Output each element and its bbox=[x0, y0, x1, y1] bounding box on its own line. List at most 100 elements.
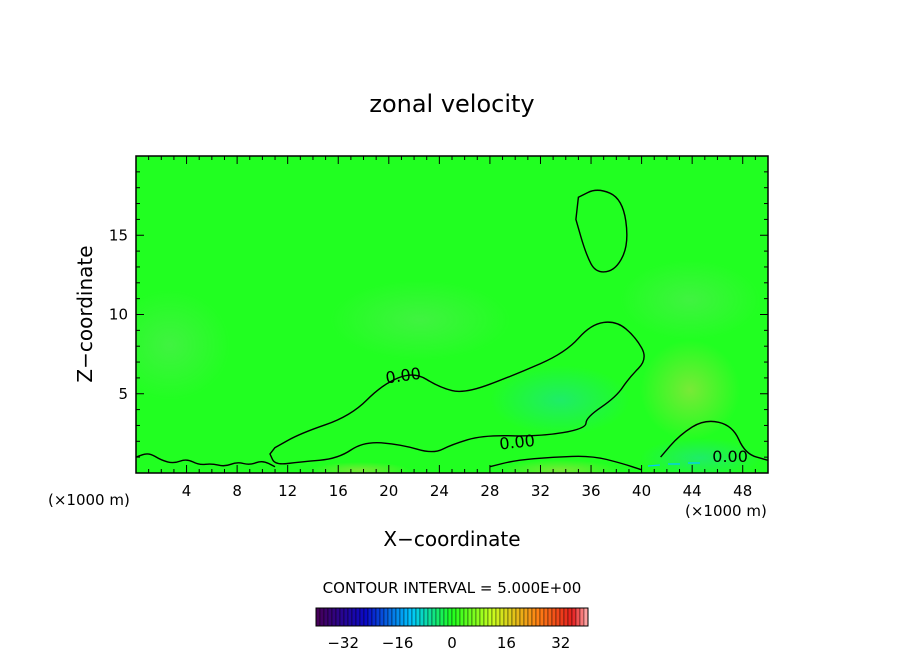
contour-label: 0.00 bbox=[384, 364, 422, 388]
colorbar-swatch bbox=[527, 607, 533, 627]
colorbar-tick-label: 32 bbox=[551, 634, 570, 652]
colorbar-swatch bbox=[515, 607, 521, 627]
field-shade bbox=[136, 290, 230, 400]
colorbar-swatch bbox=[419, 607, 425, 627]
colorbar-swatch bbox=[475, 607, 481, 627]
x-tick-label: 20 bbox=[379, 482, 398, 500]
plot-area: 0.00 0.00 0.00 bbox=[136, 156, 768, 473]
y-tick-label: 10 bbox=[109, 306, 128, 324]
x-tick-label: 36 bbox=[581, 482, 600, 500]
colorbar-swatch bbox=[427, 607, 433, 627]
field-shade bbox=[310, 462, 410, 473]
colorbar-swatch bbox=[575, 607, 581, 627]
colorbar-tick-label: −16 bbox=[382, 634, 414, 652]
colorbar-swatch bbox=[451, 607, 457, 627]
colorbar-swatch bbox=[431, 607, 437, 627]
colorbar-swatch bbox=[347, 607, 353, 627]
colorbar-swatch bbox=[495, 607, 501, 627]
colorbar-swatch bbox=[351, 607, 357, 627]
x-tick-label: 44 bbox=[683, 482, 702, 500]
colorbar-swatch bbox=[415, 607, 421, 627]
colorbar-swatch bbox=[371, 607, 377, 627]
colorbar-swatch bbox=[487, 607, 493, 627]
colorbar-swatch bbox=[411, 607, 417, 627]
x-tick-label: 4 bbox=[182, 482, 192, 500]
colorbar-swatch bbox=[507, 607, 513, 627]
colorbar-swatch bbox=[579, 607, 585, 627]
zero-contour-low-ripples bbox=[136, 453, 276, 468]
colorbar-tick-label: 0 bbox=[447, 634, 457, 652]
x-tick-label: 28 bbox=[480, 482, 499, 500]
colorbar-frame bbox=[315, 607, 589, 627]
colorbar-swatch bbox=[563, 607, 569, 627]
colorbar-swatch bbox=[471, 607, 477, 627]
field-shade bbox=[620, 260, 760, 340]
colorbar-tick-label: −32 bbox=[327, 634, 359, 652]
colorbar-swatch bbox=[547, 607, 553, 627]
colorbar-swatch bbox=[423, 607, 429, 627]
x-tick-label: 40 bbox=[632, 482, 651, 500]
colorbar-swatch bbox=[367, 607, 373, 627]
colorbar-swatch bbox=[363, 607, 369, 627]
colorbar-swatch bbox=[559, 607, 565, 627]
colorbar-swatch bbox=[567, 607, 573, 627]
colorbar-swatch bbox=[315, 607, 321, 627]
colorbar-swatch bbox=[503, 607, 509, 627]
colorbar bbox=[315, 607, 589, 627]
colorbar-swatch bbox=[323, 607, 329, 627]
chart-title: zonal velocity bbox=[369, 90, 534, 118]
colorbar-swatch bbox=[551, 607, 557, 627]
colorbar-swatch bbox=[391, 607, 397, 627]
field-shade bbox=[640, 340, 740, 440]
colorbar-swatch bbox=[479, 607, 485, 627]
zero-contour-upper-cell bbox=[575, 189, 628, 273]
x-axis-label: X−coordinate bbox=[383, 527, 520, 551]
x-unit-right: (×1000 m) bbox=[685, 502, 767, 520]
colorbar-swatch bbox=[355, 607, 361, 627]
colorbar-swatch bbox=[407, 607, 413, 627]
colorbar-swatch bbox=[467, 607, 473, 627]
colorbar-swatch bbox=[555, 607, 561, 627]
colorbar-swatch bbox=[499, 607, 505, 627]
x-tick-label: 8 bbox=[232, 482, 242, 500]
colorbar-swatch bbox=[343, 607, 349, 627]
colorbar-swatch bbox=[539, 607, 545, 627]
colorbar-swatch bbox=[459, 607, 465, 627]
contour-interval: CONTOUR INTERVAL = 5.000E+00 bbox=[323, 579, 582, 597]
colorbar-swatch bbox=[387, 607, 393, 627]
colorbar-tick-label: 16 bbox=[497, 634, 516, 652]
colorbar-swatch bbox=[439, 607, 445, 627]
colorbar-swatch bbox=[511, 607, 517, 627]
colorbar-swatch bbox=[535, 607, 541, 627]
colorbar-swatch bbox=[331, 607, 337, 627]
x-tick-label: 16 bbox=[329, 482, 348, 500]
colorbar-swatch bbox=[327, 607, 333, 627]
colorbar-swatch bbox=[379, 607, 385, 627]
colorbar-swatch bbox=[519, 607, 525, 627]
colorbar-swatch bbox=[435, 607, 441, 627]
x-tick-label: 48 bbox=[733, 482, 752, 500]
y-tick-label: 15 bbox=[109, 226, 128, 244]
colorbar-swatch bbox=[383, 607, 389, 627]
colorbar-swatch bbox=[319, 607, 325, 627]
contour-label: 0.00 bbox=[712, 447, 748, 466]
field-shade bbox=[490, 365, 630, 435]
x-unit-left: (×1000 m) bbox=[48, 491, 130, 509]
x-tick-label: 32 bbox=[531, 482, 550, 500]
y-tick-label: 5 bbox=[118, 385, 128, 403]
colorbar-swatch bbox=[455, 607, 461, 627]
colorbar-swatch bbox=[335, 607, 341, 627]
colorbar-swatch bbox=[399, 607, 405, 627]
zero-contour-ground-cell bbox=[489, 455, 642, 471]
colorbar-swatch bbox=[443, 607, 449, 627]
colorbar-swatch bbox=[447, 607, 453, 627]
colorbar-swatch bbox=[403, 607, 409, 627]
x-tick-label: 24 bbox=[430, 482, 449, 500]
zero-contour-main-cell bbox=[269, 321, 645, 465]
colorbar-swatch bbox=[583, 607, 589, 627]
colorbar-swatch bbox=[531, 607, 537, 627]
contour-label: 0.00 bbox=[498, 431, 535, 454]
colorbar-swatch bbox=[491, 607, 497, 627]
colorbar-swatch bbox=[339, 607, 345, 627]
